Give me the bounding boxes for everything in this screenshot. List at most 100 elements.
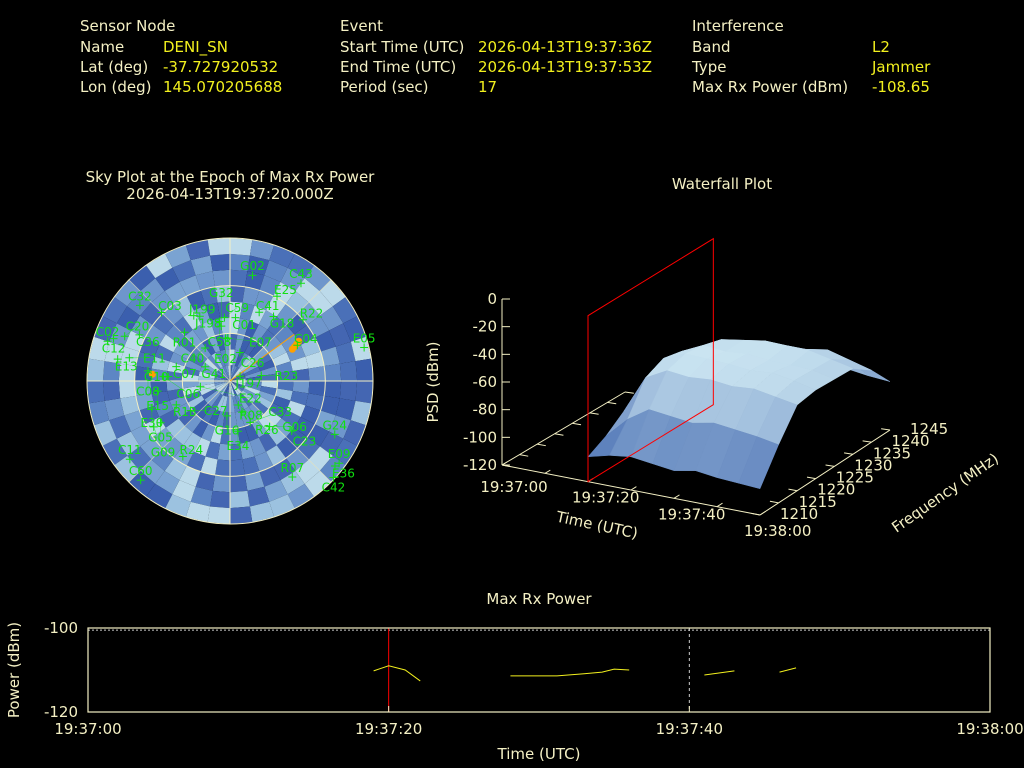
power-y-label: Power (dBm) bbox=[5, 622, 23, 718]
sky-background-cell bbox=[324, 381, 342, 399]
sky-background-cell bbox=[264, 260, 288, 282]
sky-background-cell bbox=[251, 324, 268, 343]
sky-background-cell bbox=[198, 383, 215, 391]
sky-background-cell bbox=[172, 480, 196, 502]
sky-background-cell bbox=[173, 296, 194, 317]
sky-background-cell bbox=[120, 395, 140, 416]
satellite-marker bbox=[186, 406, 195, 415]
satellite-marker bbox=[178, 452, 187, 461]
satellite-label: C23 bbox=[293, 435, 317, 449]
sky-background-cell bbox=[191, 399, 208, 415]
sky-background-cell bbox=[230, 349, 235, 366]
name-label: Name bbox=[80, 38, 125, 56]
sky-background-cell bbox=[230, 381, 246, 389]
sky-background-cell bbox=[185, 329, 202, 348]
sky-background-cell bbox=[258, 390, 276, 403]
sky-background-cell bbox=[307, 424, 330, 447]
x-tick-label: 19:37:00 bbox=[54, 720, 121, 738]
sky-background-cell bbox=[249, 501, 275, 523]
sky-background-cell bbox=[290, 390, 309, 406]
satellite-marker bbox=[113, 355, 122, 364]
sky-background-cell bbox=[222, 412, 230, 429]
sky-background-cell bbox=[151, 390, 170, 406]
z-tick-label: -80 bbox=[473, 401, 498, 419]
y-tick-label: -120 bbox=[44, 703, 78, 721]
sky-background-cell bbox=[183, 310, 202, 330]
sky-background-cell bbox=[214, 373, 230, 381]
satellite-marker bbox=[125, 455, 134, 464]
satellite-label: G18 bbox=[270, 317, 295, 331]
sky-background-cell bbox=[329, 323, 351, 347]
sky-background-cell bbox=[214, 376, 230, 381]
satellite-label: E09 bbox=[328, 447, 351, 461]
satellite-marker bbox=[299, 315, 308, 324]
lon-value: 145.070205688 bbox=[163, 78, 283, 96]
power-x-label: Time (UTC) bbox=[497, 745, 581, 763]
sky-background-cell bbox=[225, 349, 230, 366]
lat-value: -37.727920532 bbox=[163, 58, 279, 76]
satellite-marker bbox=[223, 334, 232, 343]
satellite-marker bbox=[135, 330, 144, 339]
sky-background-cell bbox=[304, 470, 332, 497]
satellite-label: J197 bbox=[234, 377, 261, 391]
sky-background-cell bbox=[280, 267, 305, 292]
sky-background-cell bbox=[201, 423, 216, 442]
sky-background-cell bbox=[234, 350, 245, 367]
sky-background-cell bbox=[183, 432, 202, 452]
sky-background-cell bbox=[305, 351, 325, 369]
sky-background-cell bbox=[254, 451, 274, 472]
sky-background-cell bbox=[260, 366, 278, 377]
satellite-marker bbox=[222, 411, 231, 420]
satellite-marker bbox=[172, 400, 181, 409]
sky-background-cell bbox=[230, 365, 238, 381]
sky-background-cell bbox=[200, 456, 218, 476]
sky-background-cell bbox=[230, 381, 246, 386]
sky-background-cell bbox=[268, 343, 287, 360]
sky-background-cell bbox=[286, 313, 308, 335]
satellite-marker bbox=[143, 366, 152, 375]
sky-background-cell bbox=[241, 358, 256, 372]
sky-background-cell bbox=[118, 381, 136, 399]
sky-background-cell bbox=[300, 405, 321, 425]
sky-background-cell bbox=[178, 336, 197, 353]
azimuth-gridline bbox=[229, 279, 332, 382]
satellite-marker bbox=[246, 418, 255, 427]
sky-background-cell bbox=[230, 366, 240, 381]
sky-background-cell bbox=[248, 342, 264, 359]
satellite-label: C26 bbox=[241, 356, 265, 370]
sky-background-cell bbox=[252, 399, 269, 415]
sky-background-cell bbox=[152, 427, 174, 449]
satellite-label: G16 bbox=[215, 424, 240, 438]
sky-background-cell bbox=[211, 393, 223, 410]
sky-background-cell bbox=[320, 395, 340, 416]
satellite-marker bbox=[180, 328, 189, 337]
frequency-tick bbox=[844, 452, 853, 455]
sky-background-cell bbox=[239, 302, 255, 321]
sky-background-cell bbox=[274, 418, 295, 438]
satellite-leader-line bbox=[192, 347, 206, 359]
satellite-label: C41 bbox=[256, 299, 280, 313]
sky-background-cell bbox=[232, 349, 240, 366]
time-tick bbox=[630, 486, 637, 491]
sky-background-cell bbox=[234, 333, 245, 351]
sky-background-cell bbox=[230, 381, 246, 384]
sky-background-cell bbox=[173, 402, 192, 419]
satellite-marker bbox=[360, 343, 369, 352]
sky-background-cell bbox=[281, 334, 301, 353]
sky-background-cell bbox=[210, 490, 230, 509]
sky-background-cell bbox=[308, 381, 326, 396]
sky-background-cell bbox=[165, 494, 191, 518]
sky-background-cell bbox=[139, 405, 160, 425]
sky-background-cell bbox=[276, 437, 298, 459]
sky-background-cell bbox=[230, 412, 238, 429]
satellite-marker bbox=[125, 353, 134, 362]
satellite-marker bbox=[236, 372, 245, 381]
sky-background-cell bbox=[244, 406, 259, 424]
jammer-track-point bbox=[288, 345, 296, 353]
jammer-bearing-line bbox=[229, 333, 295, 382]
sky-background-cell bbox=[145, 324, 166, 345]
frequency-tick bbox=[806, 476, 816, 480]
sky-background-cell bbox=[230, 376, 246, 381]
sky-background-cell bbox=[244, 271, 265, 291]
